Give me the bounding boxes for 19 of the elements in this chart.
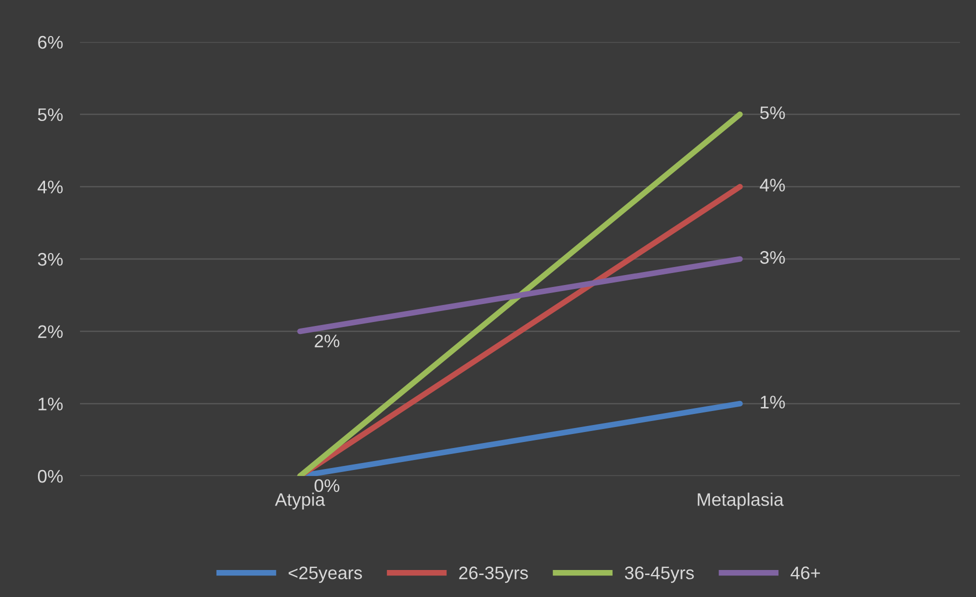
y-tick-label: 6%: [38, 36, 63, 49]
x-tick-label: Metaplasia: [698, 492, 784, 510]
y-tick-label: 0%: [38, 470, 63, 483]
y-tick-label: 5%: [38, 108, 63, 122]
data-label: 2%: [314, 334, 340, 348]
x-tick-label: Atypia: [274, 492, 326, 510]
y-tick-label: 1%: [38, 398, 63, 410]
y-tick-label: 3%: [38, 252, 63, 266]
data-label: 0%: [314, 479, 340, 492]
y-tick-label: 2%: [38, 325, 63, 338]
legend-label: 26-35yrs: [459, 566, 528, 583]
legend-label: 46+: [790, 566, 820, 580]
legend-label: <25years: [288, 566, 362, 583]
y-tick-label: 4%: [38, 180, 63, 194]
legend-label: 36-45yrs: [624, 566, 694, 583]
data-label: 4%: [760, 178, 785, 192]
data-label: 5%: [760, 106, 785, 120]
data-label: 3%: [760, 251, 785, 264]
data-label: 1%: [760, 396, 785, 408]
